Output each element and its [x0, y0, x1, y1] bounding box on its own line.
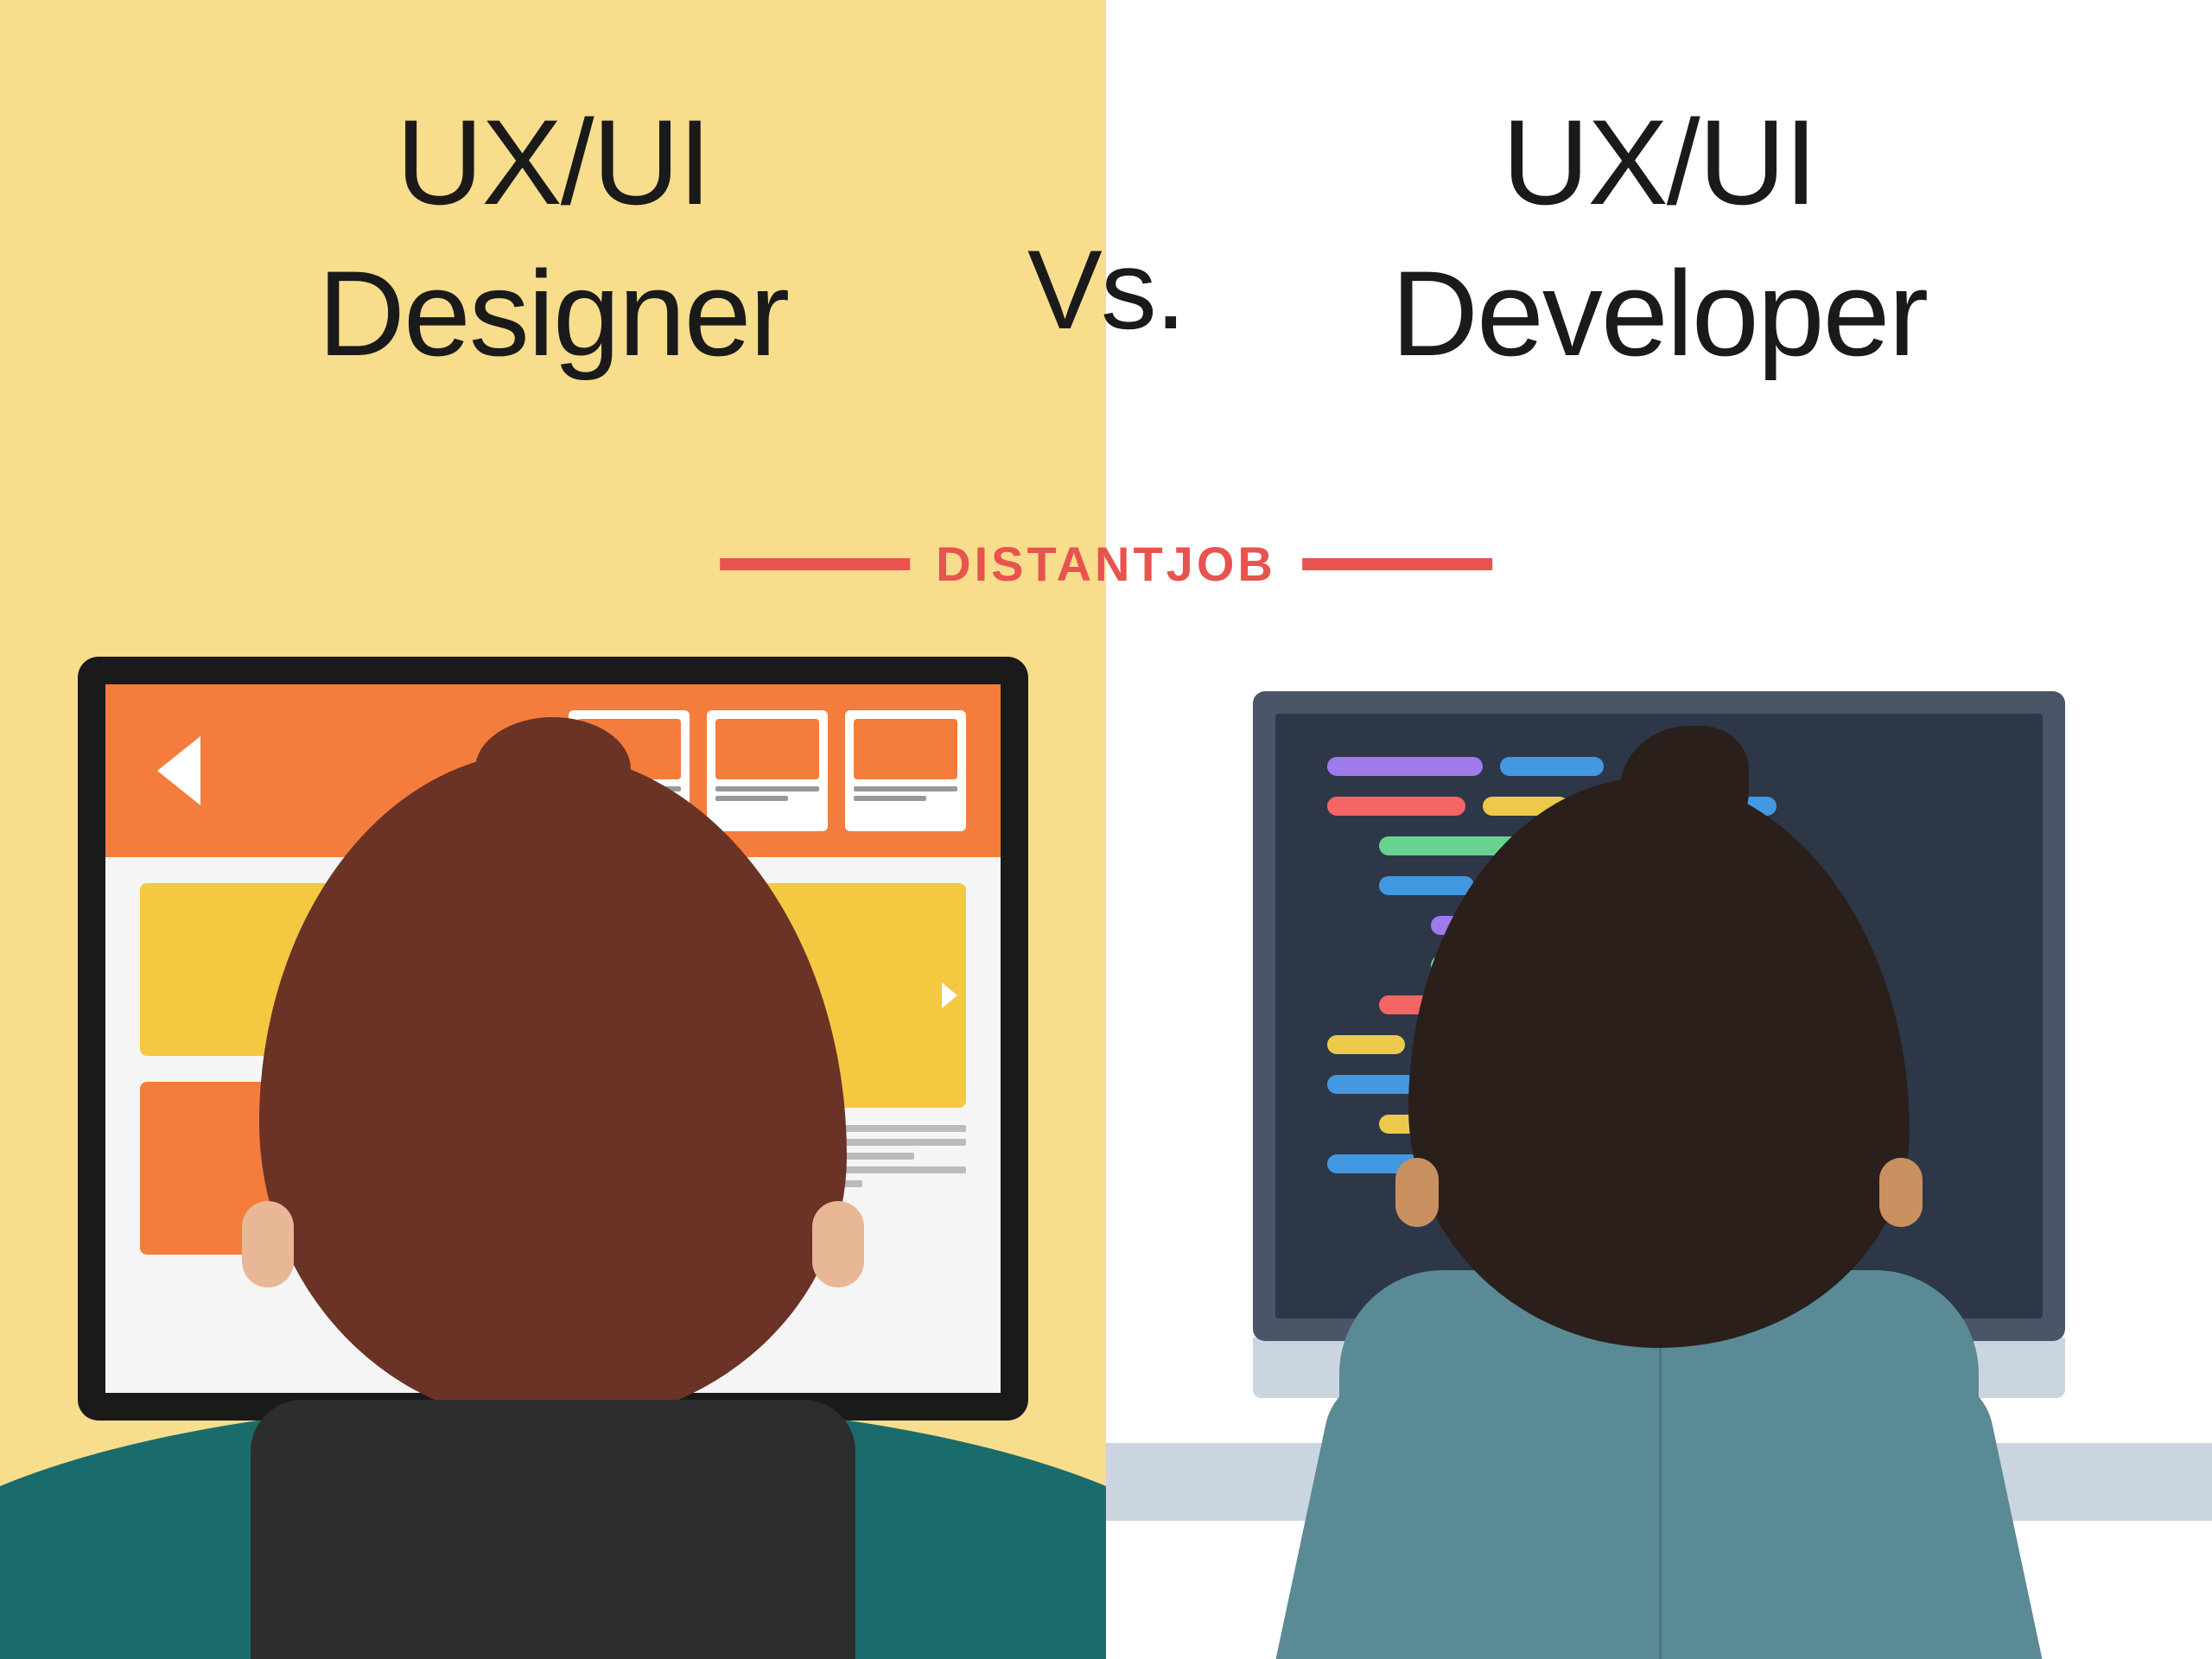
code-segment [1327, 757, 1483, 776]
brand-line-right [1302, 558, 1492, 570]
designer-title: UX/UI Designer [0, 86, 1106, 389]
infographic-container: UX/UI Designer [0, 0, 2212, 1659]
ear-icon [242, 1201, 294, 1287]
arrow-icon [942, 982, 957, 1008]
arm [1274, 1364, 1457, 1659]
developer-title-line1: UX/UI [1502, 94, 1815, 230]
brand-row: DISTANTJOB [720, 536, 1492, 592]
arm [1861, 1364, 2044, 1659]
designer-title-line1: UX/UI [396, 94, 709, 230]
designer-panel: UX/UI Designer [0, 0, 1106, 1659]
code-segment [1500, 757, 1604, 776]
head [259, 752, 847, 1426]
ear-icon [1395, 1158, 1439, 1227]
head [1408, 778, 1910, 1348]
developer-panel: UX/UI Developer [1106, 0, 2212, 1659]
chair [251, 1400, 855, 1659]
designer-person [164, 752, 942, 1659]
vs-label: Vs. [1027, 225, 1185, 354]
ear-icon [812, 1201, 864, 1287]
brand-line-left [720, 558, 910, 570]
developer-title-line2: Developer [1391, 245, 1927, 381]
developer-person [1270, 778, 2048, 1659]
ear-icon [1879, 1158, 1923, 1227]
developer-title: UX/UI Developer [1106, 86, 2212, 389]
designer-title-line2: Designer [318, 245, 788, 381]
brand-text: DISTANTJOB [936, 536, 1276, 592]
